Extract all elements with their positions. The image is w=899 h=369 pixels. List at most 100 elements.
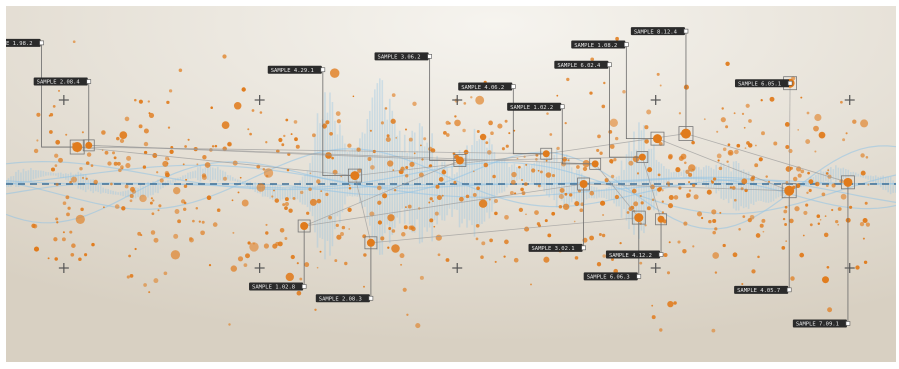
data-point — [816, 214, 821, 218]
callout-label: SAMPLE 4.12.2 — [609, 253, 652, 259]
data-point — [387, 214, 395, 222]
data-point — [546, 112, 549, 115]
data-point — [524, 226, 530, 232]
highlight-marker: SAMPLE 6.05.1 — [734, 76, 797, 91]
data-point — [201, 220, 205, 224]
data-point — [453, 180, 457, 184]
data-point — [582, 166, 588, 172]
data-point — [245, 253, 250, 259]
data-point — [677, 240, 681, 244]
data-point — [589, 91, 593, 95]
data-point — [131, 189, 136, 194]
data-point — [62, 231, 65, 234]
data-point — [494, 199, 498, 203]
data-point — [626, 211, 630, 214]
highlight-marker: SAMPLE 1.08.2 — [571, 40, 665, 146]
data-point — [523, 182, 528, 186]
data-point — [488, 120, 493, 126]
data-point — [363, 285, 365, 288]
link-line — [641, 157, 662, 220]
data-point — [90, 164, 94, 167]
data-point — [286, 168, 290, 172]
data-point — [601, 233, 606, 238]
data-point — [688, 181, 691, 184]
data-point — [504, 239, 509, 245]
data-point — [497, 123, 503, 129]
data-point — [55, 217, 59, 221]
data-point — [633, 201, 639, 207]
data-point — [103, 206, 105, 209]
callout-anchor — [683, 28, 689, 34]
link-line — [370, 217, 639, 244]
data-point — [249, 132, 252, 136]
callout-leader — [625, 44, 658, 140]
data-point — [684, 161, 687, 165]
data-point — [835, 219, 839, 224]
data-point — [692, 245, 695, 248]
data-point — [82, 176, 84, 179]
data-point — [708, 219, 712, 224]
data-point — [36, 139, 39, 142]
data-point — [678, 112, 682, 115]
data-point — [335, 111, 341, 116]
data-point — [622, 89, 626, 94]
data-point — [202, 155, 207, 160]
data-point — [347, 143, 352, 148]
data-point — [152, 199, 155, 202]
data-point — [265, 141, 268, 144]
callout-anchor — [624, 42, 629, 47]
data-point — [628, 160, 634, 166]
data-point — [490, 131, 494, 135]
data-point — [49, 130, 53, 134]
data-point — [459, 196, 464, 202]
data-point — [564, 192, 568, 196]
data-point — [520, 187, 524, 192]
data-point — [463, 149, 469, 155]
data-point — [251, 109, 255, 112]
data-point — [475, 237, 479, 241]
callout-label: SAMPLE 4.29.1 — [271, 68, 314, 74]
data-point — [143, 128, 149, 134]
data-point — [862, 237, 865, 240]
data-point — [402, 287, 407, 292]
crosshair-mark — [254, 95, 265, 105]
data-point — [285, 118, 289, 122]
callout-anchor — [658, 252, 664, 257]
data-point — [666, 271, 671, 275]
data-point — [148, 291, 151, 294]
data-point — [157, 209, 160, 212]
data-point — [537, 169, 540, 172]
callout-label: SAMPLE 8.12.4 — [634, 29, 678, 35]
data-point — [79, 167, 83, 171]
data-point — [712, 177, 717, 181]
data-point — [744, 147, 747, 149]
data-point — [391, 93, 396, 97]
data-point — [651, 304, 654, 307]
data-point — [124, 116, 130, 122]
data-point — [840, 193, 847, 200]
data-point — [183, 207, 187, 211]
data-point — [153, 278, 159, 284]
data-point — [696, 211, 703, 217]
data-point — [711, 209, 717, 215]
data-point — [274, 198, 280, 203]
data-point — [284, 197, 289, 202]
data-point — [831, 208, 834, 212]
data-point — [741, 178, 748, 185]
data-point — [668, 241, 671, 244]
data-point — [760, 99, 763, 102]
data-point — [667, 300, 674, 308]
data-point — [265, 223, 268, 226]
data-point — [667, 184, 670, 187]
data-point — [807, 171, 810, 175]
data-point — [755, 233, 761, 238]
data-point — [170, 250, 181, 260]
data-point — [501, 147, 505, 151]
data-point — [666, 181, 670, 185]
data-point — [504, 214, 509, 220]
data-point — [809, 223, 813, 227]
data-point — [860, 153, 865, 158]
data-point — [600, 200, 606, 206]
data-point — [503, 255, 506, 258]
data-point — [610, 174, 615, 179]
